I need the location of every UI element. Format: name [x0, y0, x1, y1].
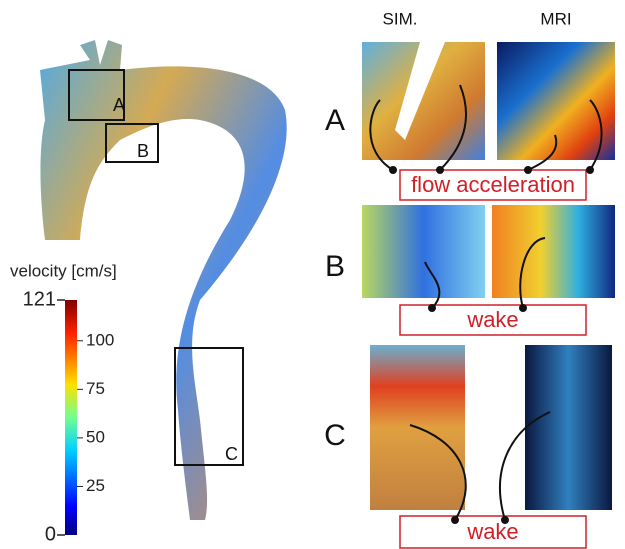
region-label: B [137, 141, 149, 161]
row-label: A [325, 104, 345, 137]
tick-label: 75 [86, 379, 105, 398]
colorbar-end-label: 121 [23, 288, 56, 310]
colorbar-end-label: 0 [45, 523, 56, 545]
annotation: flow acceleration [411, 172, 575, 197]
tick-label: 25 [86, 476, 105, 495]
region-label: A [113, 95, 125, 115]
figure: A B C velocity [cm/s] 0 121 25 50 75 100 SIM.… [0, 0, 625, 549]
region-label: C [225, 444, 238, 464]
row-label: B [325, 250, 345, 283]
row-label: C [324, 419, 346, 452]
panels [362, 42, 615, 510]
annotation: wake [466, 307, 518, 332]
annotation: wake [466, 519, 518, 544]
column-header: MRI [540, 9, 571, 28]
tick-label: 100 [86, 330, 114, 349]
colorbar-title: velocity [cm/s] [10, 261, 117, 280]
tick-label: 50 [86, 427, 105, 446]
column-header: SIM. [383, 9, 418, 28]
colorbar [65, 300, 77, 535]
